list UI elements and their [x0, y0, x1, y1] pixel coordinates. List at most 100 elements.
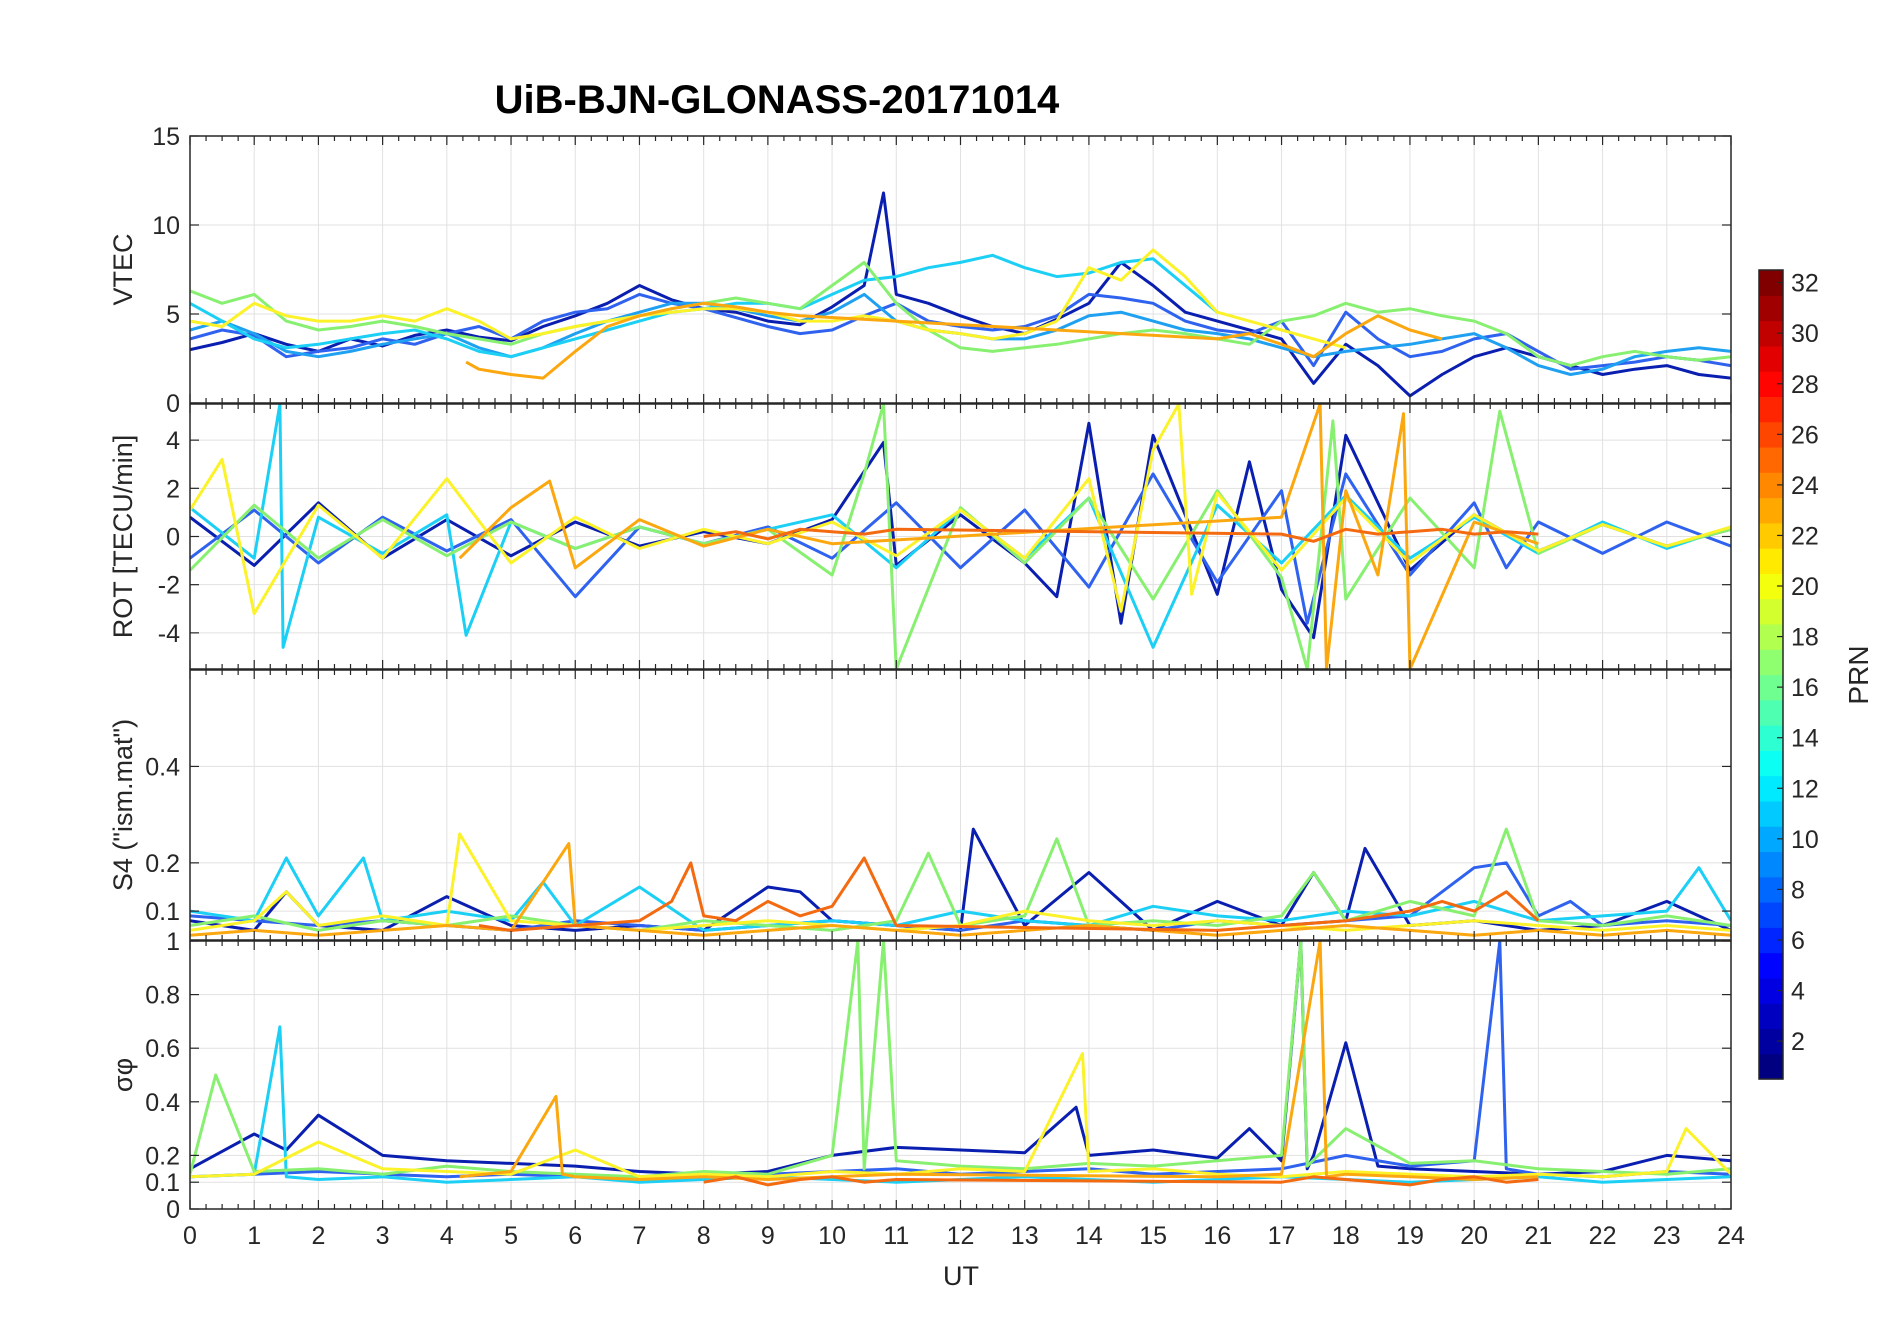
colorbar-swatch — [1759, 396, 1783, 423]
colorbar-tick-label: 26 — [1791, 421, 1819, 449]
colorbar-frame — [1758, 269, 1784, 1080]
y-axis-label: S4 ("ism.mat") — [108, 719, 138, 891]
colorbar-swatch — [1759, 649, 1783, 676]
x-tick-label: 24 — [1717, 1222, 1745, 1250]
series-line-6 — [458, 404, 1539, 669]
x-tick-label: 7 — [633, 1222, 647, 1250]
series-line-6 — [459, 941, 1539, 1181]
y-tick-label: -4 — [158, 620, 180, 648]
colorbar-tick-label: 18 — [1791, 624, 1819, 652]
x-tick-label: 20 — [1460, 1222, 1488, 1250]
series-line-7 — [703, 1175, 1539, 1187]
colorbar-swatch — [1759, 902, 1783, 928]
series-line-7 — [465, 301, 1443, 380]
colorbar-tick-label: 32 — [1791, 270, 1819, 298]
x-tick-label: 10 — [818, 1222, 846, 1250]
grid — [189, 940, 1732, 1210]
x-tick-label: 3 — [376, 1222, 390, 1250]
colorbar-tick-label: 30 — [1791, 320, 1819, 348]
colorbar-swatch — [1759, 1003, 1783, 1030]
colorbar-swatch — [1759, 699, 1783, 726]
x-axis-label: UT — [943, 1261, 979, 1291]
y-tick-label: 0.1 — [145, 898, 180, 926]
x-tick-label: 12 — [947, 1222, 975, 1250]
colorbar-swatch — [1759, 497, 1783, 524]
colorbar-swatch — [1759, 952, 1783, 979]
panel-sigma-phi: 00.10.2 0.4 0.6 0.8 1 σφ — [108, 928, 1732, 1224]
colorbar-tick-label: 10 — [1791, 826, 1819, 854]
y-tick-label: 0.8 — [145, 982, 180, 1010]
y-tick-label: 0.6 — [145, 1035, 180, 1063]
colorbar-swatch — [1759, 851, 1783, 878]
x-tick-label: 4 — [440, 1222, 454, 1250]
y-tick-label: 15 — [152, 123, 180, 151]
y-tick-label: 0.2 — [145, 850, 180, 878]
x-tick-label: 1 — [247, 1222, 261, 1250]
series-line-6 — [190, 842, 1731, 937]
x-tick-label: 16 — [1203, 1222, 1231, 1250]
series-group — [190, 941, 1731, 1187]
y-tick-label: 4 — [166, 427, 180, 455]
y-tick-label: 10 — [152, 212, 180, 240]
y-axis-label: ROT [TECU/min] — [108, 435, 138, 639]
colorbar-label: PRN — [1843, 645, 1874, 704]
colorbar-swatch — [1759, 295, 1783, 322]
chart-title: UiB-BJN-GLONASS-20171014 — [495, 78, 1060, 122]
x-tick-label: 19 — [1396, 1222, 1424, 1250]
series-line-7 — [478, 856, 1540, 932]
colorbar-tick-label: 6 — [1791, 927, 1805, 955]
y-tick-label: 0 — [166, 524, 180, 552]
x-tick-label: 17 — [1268, 1222, 1296, 1250]
x-tick-label: 8 — [697, 1222, 711, 1250]
y-tick-label: 0.2 — [145, 1142, 180, 1170]
colorbar-swatch — [1759, 800, 1783, 827]
y-tick-label: 0.4 — [145, 753, 180, 781]
colorbar-swatch — [1759, 446, 1783, 473]
panel-rot: -4 -2 0 2 4 ROT [TECU/min] — [108, 403, 1732, 670]
x-tick-label: 18 — [1332, 1222, 1360, 1250]
x-tick-label: 0 — [183, 1222, 197, 1250]
colorbar-tick-label: 2 — [1791, 1028, 1805, 1056]
series-line-7 — [703, 527, 1539, 543]
series-group — [190, 827, 1731, 937]
y-tick-label: -2 — [158, 572, 180, 600]
series-line-5 — [190, 404, 1731, 616]
colorbar-tick-label: 16 — [1791, 674, 1819, 702]
x-tick-label: 14 — [1075, 1222, 1103, 1250]
x-tick-label: 21 — [1524, 1222, 1552, 1250]
colorbar-swatch — [1759, 598, 1783, 625]
series-group — [190, 404, 1731, 669]
series-group — [190, 191, 1731, 398]
colorbar-tick-label: 8 — [1791, 876, 1805, 904]
tick-marks — [189, 135, 1732, 404]
colorbar-tick-label: 12 — [1791, 775, 1819, 803]
tick-marks — [189, 670, 1732, 940]
series-line-1 — [190, 941, 1731, 1176]
y-tick-label: 0 — [166, 390, 180, 418]
colorbar-tick-label: 20 — [1791, 573, 1819, 601]
y-tick-label: 0.1 — [145, 1169, 180, 1197]
colorbar-swatch — [1759, 345, 1783, 372]
y-tick-label: 2 — [166, 475, 180, 503]
colorbar-tick-label: 28 — [1791, 371, 1819, 399]
tick-marks — [189, 940, 1732, 1210]
colorbar-tick-label: 14 — [1791, 725, 1819, 753]
colorbar-tick-label: 4 — [1791, 978, 1805, 1006]
x-tick-label: 11 — [883, 1222, 909, 1250]
x-tick-label: 23 — [1653, 1222, 1681, 1250]
x-tick-label: 15 — [1139, 1222, 1167, 1250]
series-line-2 — [190, 472, 1731, 625]
series-line-4 — [190, 941, 1731, 1179]
y-axis-label: σφ — [108, 1058, 138, 1092]
panel-vtec: 0 5 10 15 VTEC — [108, 123, 1732, 418]
series-line-4 — [190, 827, 1731, 932]
series-line-5 — [190, 260, 1731, 368]
y-axis-label: VTEC — [108, 233, 138, 305]
y-tick-label: 1 — [166, 928, 180, 956]
colorbar-swatch — [1759, 1053, 1783, 1080]
series-line-5 — [190, 1052, 1731, 1179]
y-tick-label: 5 — [166, 301, 180, 329]
x-tick-label: 2 — [311, 1222, 325, 1250]
x-tick-label: 5 — [504, 1222, 518, 1250]
